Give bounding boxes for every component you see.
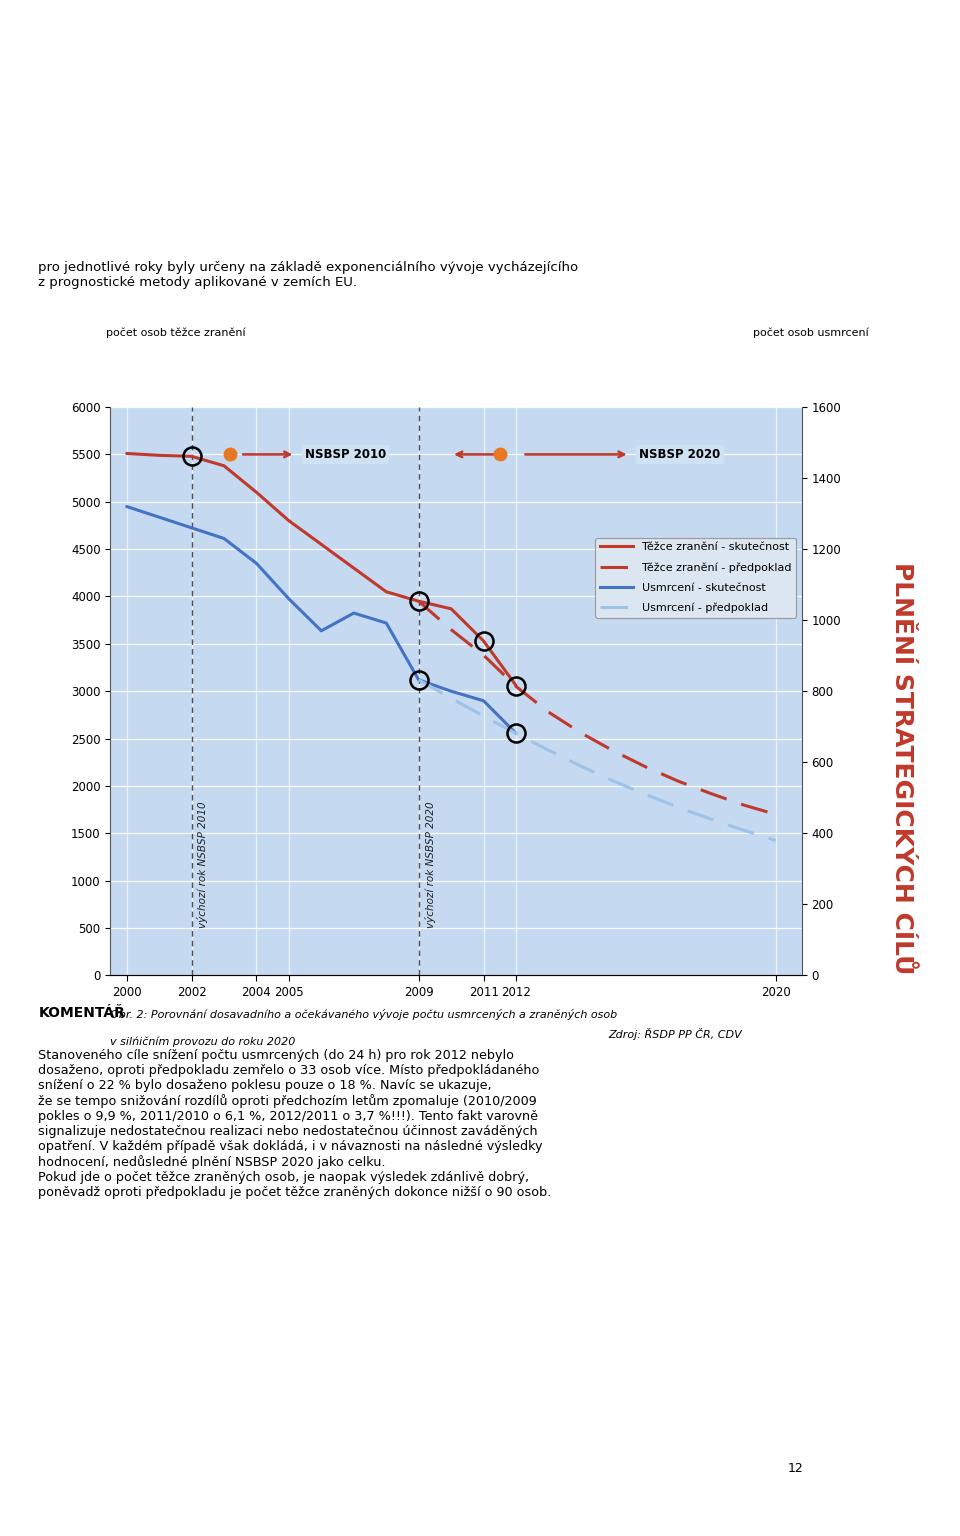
Text: v silńičním provozu do roku 2020: v silńičním provozu do roku 2020 <box>110 1037 296 1048</box>
Text: 12: 12 <box>787 1462 803 1475</box>
Text: PLNĚNÍ STRATEGICKÝCH CÍLŮ: PLNĚNÍ STRATEGICKÝCH CÍLŮ <box>891 562 914 974</box>
Text: Obr. 2: Porovnání dosavadního a očekávaného vývoje počtu usmrcených a zraněných : Obr. 2: Porovnání dosavadního a očekávan… <box>110 1009 617 1020</box>
Text: NSBSP 2010: NSBSP 2010 <box>305 449 386 461</box>
Text: Zdroj: ŘSDP PP ČR, CDV: Zdroj: ŘSDP PP ČR, CDV <box>608 1028 742 1040</box>
Text: Stanoveného cíle snížení počtu usmrcených (do 24 h) pro rok 2012 nebylo
dosaženo: Stanoveného cíle snížení počtu usmrcenýc… <box>38 1049 552 1200</box>
Text: počet osob těžce zranění: počet osob těžce zranění <box>106 327 245 338</box>
Text: výchozí rok NSBSP 2010: výchozí rok NSBSP 2010 <box>198 802 208 928</box>
Text: počet osob usmrcení: počet osob usmrcení <box>753 327 869 338</box>
Text: pro jednotlivé roky byly určeny na základě exponenciálního vývoje vycházejícího
: pro jednotlivé roky byly určeny na zákla… <box>38 261 579 289</box>
Text: KOMENTÁŘ: KOMENTÁŘ <box>38 1006 125 1020</box>
Text: NSBSP 2020: NSBSP 2020 <box>639 449 721 461</box>
Legend: Těžce zranění - skutečnost, Těžce zranění - předpoklad, Usmrcení - skutečnost, U: Těžce zranění - skutečnost, Těžce zraněn… <box>595 538 796 617</box>
Text: výchozí rok NSBSP 2020: výchozí rok NSBSP 2020 <box>424 802 436 928</box>
